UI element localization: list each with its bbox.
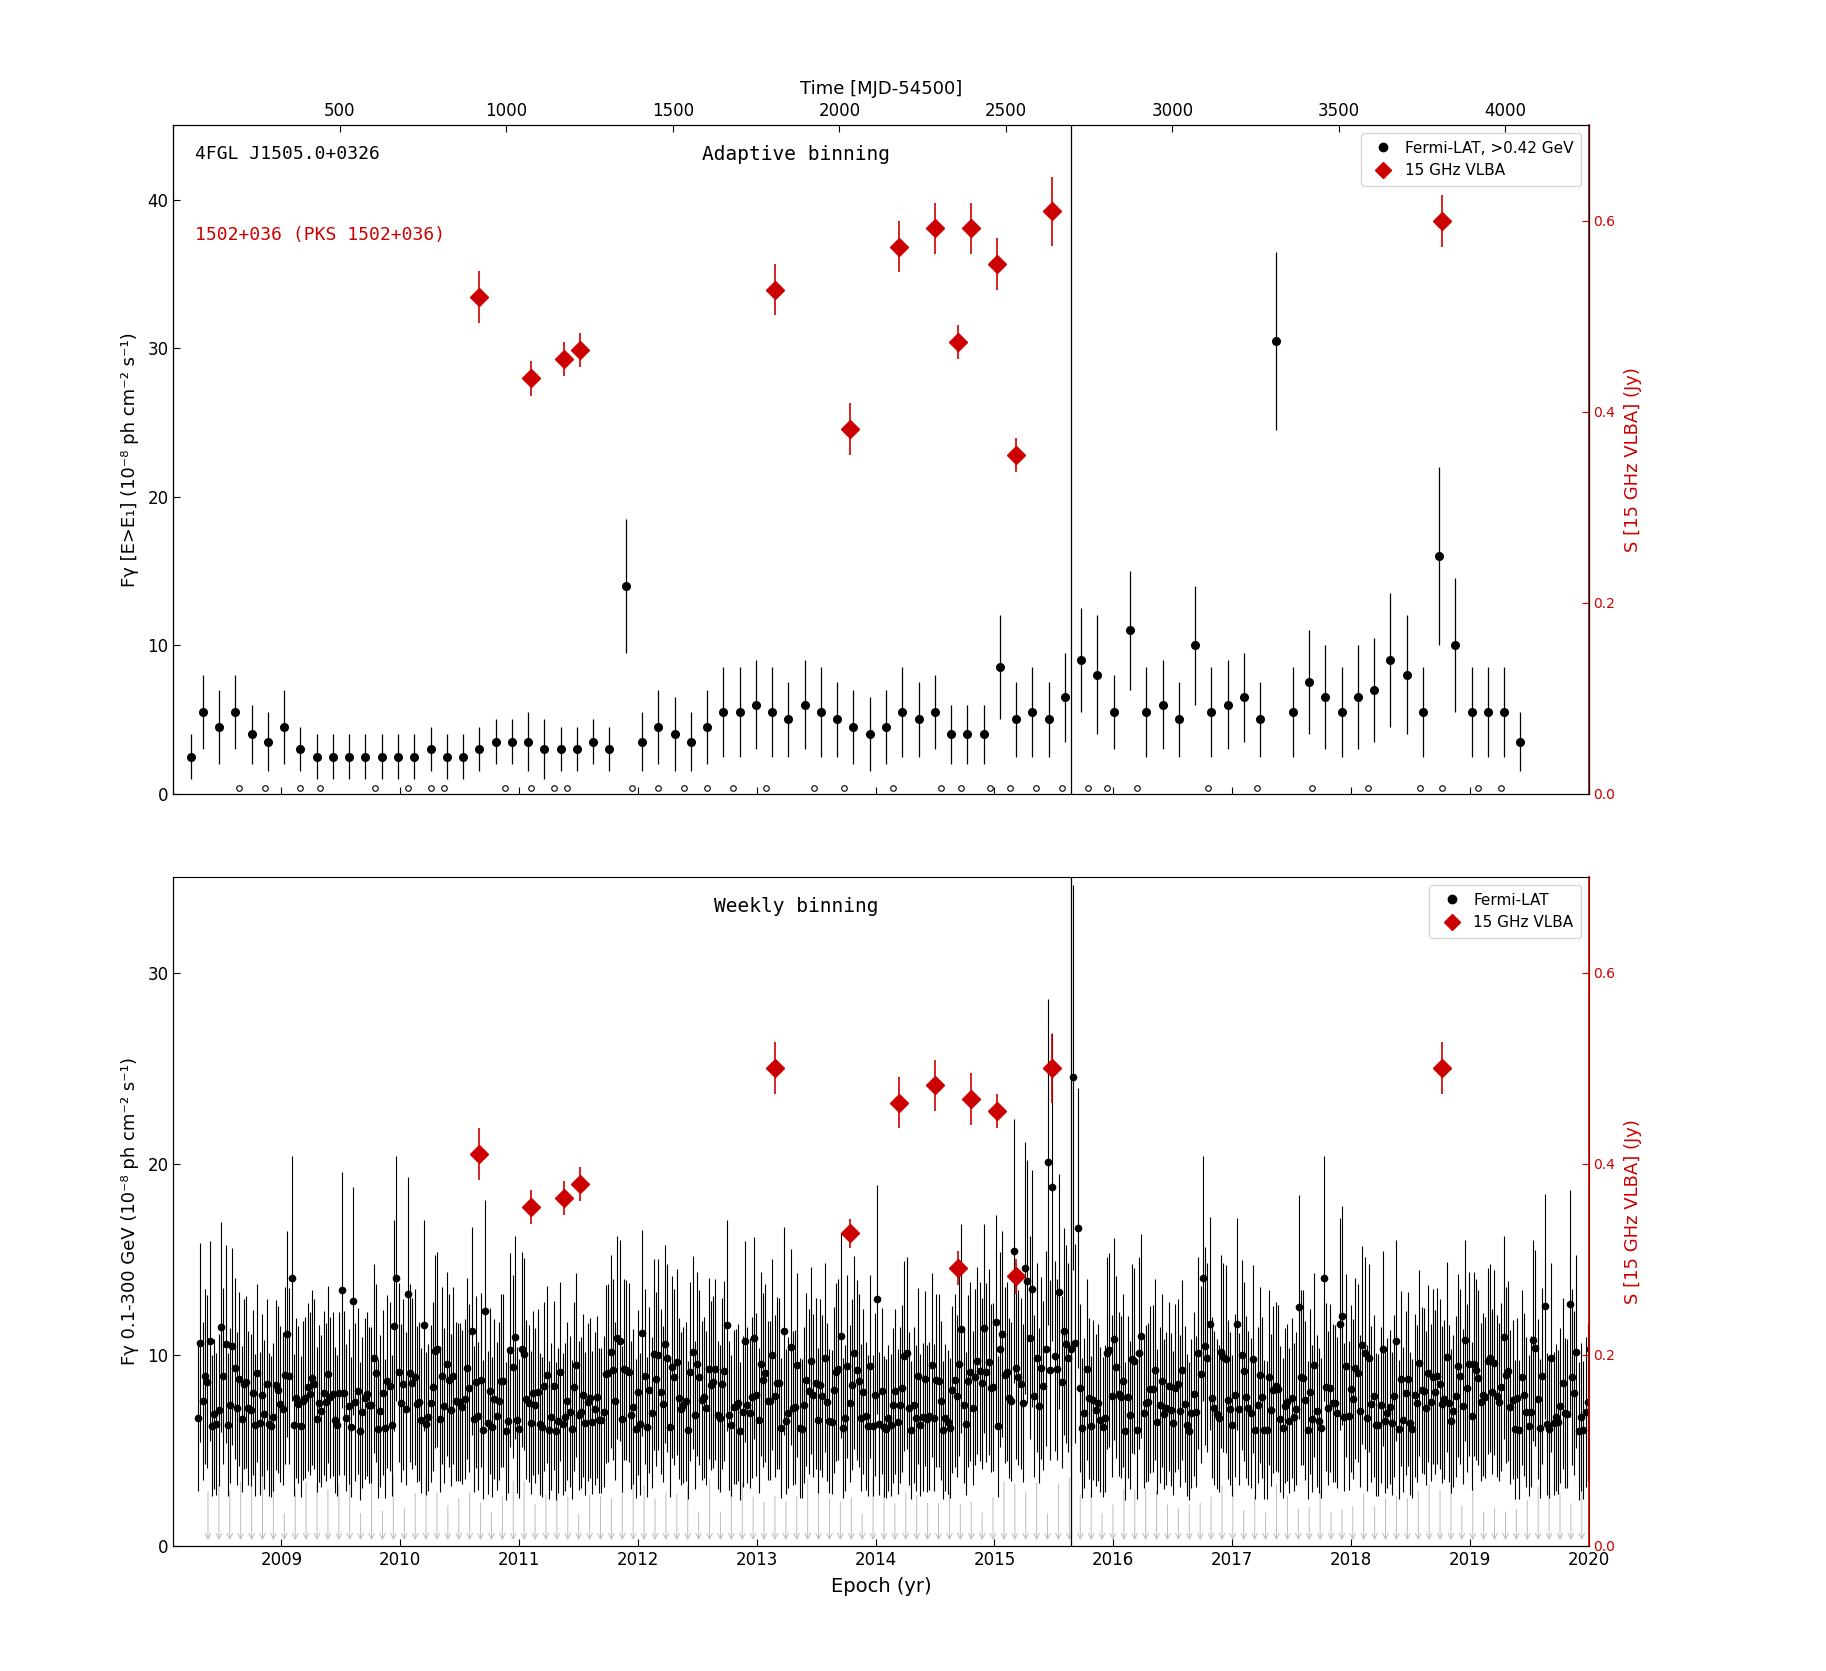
X-axis label: Time [MJD-54500]: Time [MJD-54500]: [800, 80, 962, 99]
Text: Weekly binning: Weekly binning: [714, 897, 878, 916]
Y-axis label: S [15 GHz VLBA] (Jy): S [15 GHz VLBA] (Jy): [1623, 368, 1642, 551]
X-axis label: Epoch (yr): Epoch (yr): [831, 1577, 931, 1596]
Text: Adaptive binning: Adaptive binning: [703, 145, 889, 164]
Legend: Fermi-LAT, >0.42 GeV, 15 GHz VLBA: Fermi-LAT, >0.42 GeV, 15 GHz VLBA: [1360, 134, 1581, 185]
Legend: Fermi-LAT, 15 GHz VLBA: Fermi-LAT, 15 GHz VLBA: [1430, 886, 1581, 937]
Text: 4FGL J1505.0+0326: 4FGL J1505.0+0326: [195, 145, 380, 164]
Y-axis label: S [15 GHz VLBA] (Jy): S [15 GHz VLBA] (Jy): [1623, 1120, 1642, 1303]
Y-axis label: Fγ [E>E₁] (10⁻⁸ ph cm⁻² s⁻¹): Fγ [E>E₁] (10⁻⁸ ph cm⁻² s⁻¹): [121, 333, 139, 587]
Text: 1502+036 (PKS 1502+036): 1502+036 (PKS 1502+036): [195, 226, 446, 244]
Y-axis label: Fγ 0.1-300 GeV (10⁻⁸ ph cm⁻² s⁻¹): Fγ 0.1-300 GeV (10⁻⁸ ph cm⁻² s⁻¹): [121, 1058, 139, 1365]
